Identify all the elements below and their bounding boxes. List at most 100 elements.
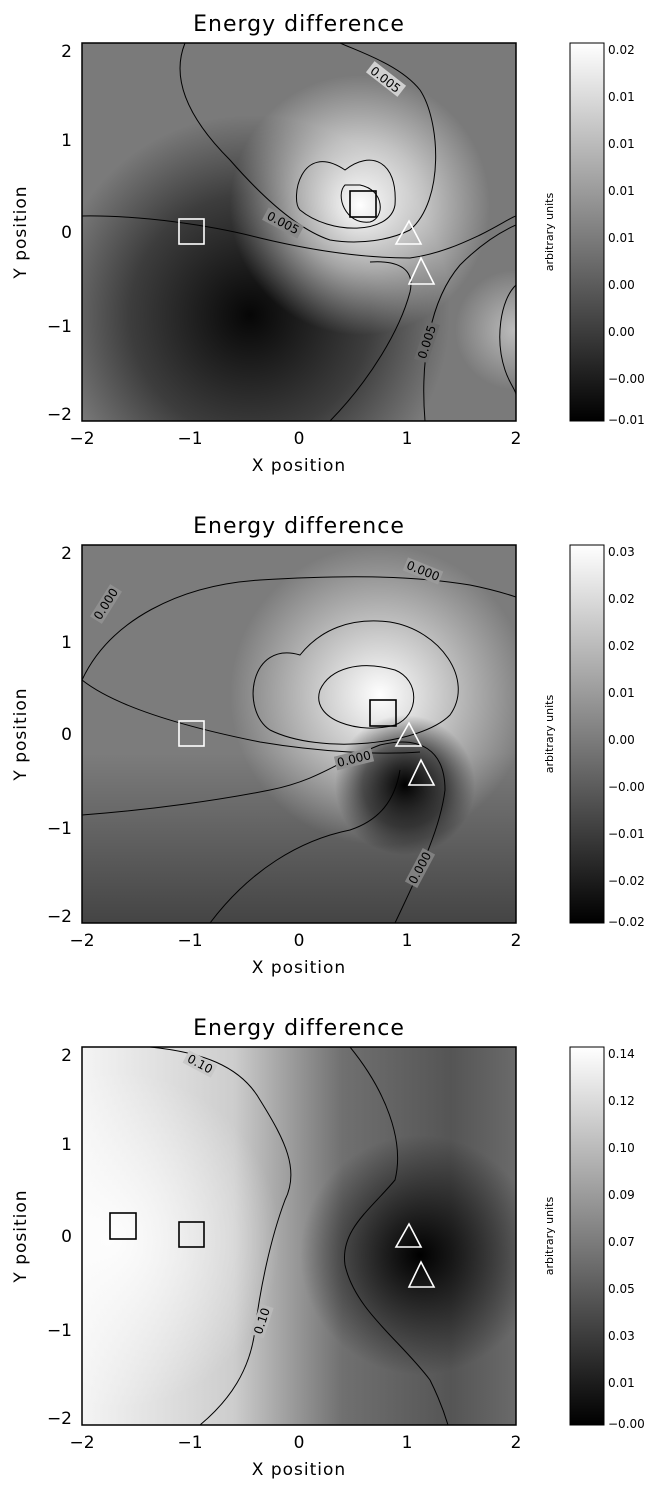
- y-tick-label: 2: [61, 42, 72, 62]
- colorbar-label: arbitrary units: [543, 1197, 556, 1276]
- x-axis: −2 −1 0 1 2 X position: [69, 931, 521, 978]
- triangle-marker: [394, 1222, 423, 1248]
- x-axis: −2 −1 0 1 2 X position: [69, 1433, 521, 1480]
- x-tick-label: 1: [402, 1433, 413, 1453]
- colorbar-tick-label: 0.01: [608, 1376, 635, 1390]
- y-tick-label: 2: [61, 1046, 72, 1066]
- colorbar-tick-label: 0.12: [608, 1094, 635, 1108]
- colorbar: 0.02 0.01 0.01 0.01 0.01 0.00 0.00 −0.00…: [543, 42, 645, 427]
- triangle-marker: [407, 256, 436, 285]
- colorbar-tick-label: 0.01: [608, 137, 635, 151]
- colorbar-tick-label: −0.01: [608, 827, 645, 841]
- heatmap-field: [82, 1047, 516, 1425]
- y-axis-label: Y position: [11, 687, 31, 781]
- x-tick-label: 1: [402, 931, 413, 951]
- colorbar-tick-label: −0.02: [608, 874, 645, 888]
- colorbar: 0.03 0.02 0.02 0.01 0.00 −0.00 −0.01 −0.…: [543, 544, 645, 929]
- triangle-marker: [407, 758, 436, 786]
- square-marker: [349, 190, 377, 218]
- y-tick-label: 1: [61, 131, 72, 151]
- markers: [109, 1212, 436, 1288]
- colorbar-tick-label: 0.00: [608, 733, 635, 747]
- heatmap-field: [82, 545, 516, 923]
- colorbar-tick-label: 0.03: [608, 545, 635, 559]
- square-marker: [369, 699, 397, 727]
- chart-title: Energy difference: [193, 1016, 405, 1041]
- x-axis-label: X position: [252, 456, 346, 476]
- x-axis-label: X position: [252, 1460, 346, 1480]
- colorbar-tick-label: 0.01: [608, 231, 635, 245]
- x-tick-label: −2: [69, 429, 94, 449]
- colorbar-tick-label: 0.01: [608, 90, 635, 104]
- plot-frame: [81, 544, 517, 924]
- colorbar-tick-label: 0.14: [608, 1047, 635, 1061]
- colorbar: 0.14 0.12 0.10 0.09 0.07 0.05 0.03 0.01 …: [543, 1046, 645, 1431]
- x-tick-label: −1: [177, 931, 202, 951]
- colorbar-tick-label: −0.02: [608, 915, 645, 929]
- colorbar-tick-label: 0.05: [608, 1282, 635, 1296]
- x-tick-label: 2: [511, 429, 522, 449]
- square-marker: [178, 720, 205, 747]
- x-tick-label: 0: [294, 429, 305, 449]
- colorbar-tick-label: 0.02: [608, 639, 635, 653]
- y-tick-label: −1: [47, 317, 72, 337]
- y-tick-label: −1: [47, 819, 72, 839]
- y-axis: −2 −1 0 1 2 Y position: [11, 42, 72, 425]
- colorbar-tick-label: 0.03: [608, 1329, 635, 1343]
- x-tick-label: −2: [69, 931, 94, 951]
- triangle-marker: [407, 1260, 436, 1288]
- chart-panel-1: Energy difference 0.005 0.005 0.005: [11, 12, 645, 476]
- colorbar-label: arbitrary units: [543, 193, 556, 272]
- y-tick-label: 0: [61, 725, 72, 745]
- colorbar-tick-label: 0.09: [608, 1188, 635, 1202]
- x-tick-label: 1: [402, 429, 413, 449]
- chart-panel-2: Energy difference 0.000 0.000 0.000 0.00…: [11, 514, 645, 978]
- y-tick-label: −1: [47, 1321, 72, 1341]
- y-axis: −2 −1 0 1 2 Y position: [11, 1046, 72, 1429]
- y-tick-label: 2: [61, 544, 72, 564]
- y-tick-label: −2: [47, 1409, 72, 1429]
- y-tick-label: 1: [61, 633, 72, 653]
- colorbar-tick-label: 0.01: [608, 686, 635, 700]
- y-axis-label: Y position: [11, 185, 31, 279]
- x-tick-label: 2: [511, 931, 522, 951]
- chart-title: Energy difference: [193, 514, 405, 539]
- y-tick-label: −2: [47, 907, 72, 927]
- chart-title: Energy difference: [193, 12, 405, 37]
- x-tick-label: −1: [177, 1433, 202, 1453]
- x-axis-label: X position: [252, 958, 346, 978]
- colorbar-tick-label: −0.00: [608, 1417, 645, 1431]
- x-tick-label: 0: [294, 1433, 305, 1453]
- plot-frame: [81, 1046, 517, 1426]
- colorbar-tick-label: 0.00: [608, 278, 635, 292]
- triangle-marker: [394, 721, 423, 747]
- y-tick-label: −2: [47, 405, 72, 425]
- y-axis: −2 −1 0 1 2 Y position: [11, 544, 72, 927]
- colorbar-tick-label: 0.02: [608, 43, 635, 57]
- x-tick-label: 0: [294, 931, 305, 951]
- colorbar-tick-label: 0.10: [608, 1141, 635, 1155]
- colorbar-tick-label: 0.07: [608, 1235, 635, 1249]
- x-tick-label: −1: [177, 429, 202, 449]
- colorbar-tick-label: 0.02: [608, 592, 635, 606]
- square-marker: [178, 218, 205, 245]
- markers: [178, 699, 436, 786]
- y-tick-label: 1: [61, 1135, 72, 1155]
- colorbar-tick-label: −0.01: [608, 413, 645, 427]
- y-tick-label: 0: [61, 1227, 72, 1247]
- x-tick-label: −2: [69, 1433, 94, 1453]
- x-axis: −2 −1 0 1 2 X position: [69, 429, 521, 476]
- triangle-marker: [394, 219, 423, 245]
- contour-lines: [82, 43, 516, 421]
- colorbar-tick-label: −0.00: [608, 372, 645, 386]
- square-marker: [109, 1212, 137, 1240]
- colorbar-tick-label: −0.00: [608, 780, 645, 794]
- contour-lines: [82, 576, 516, 923]
- chart-panel-3: Energy difference 0.10 0.10 −2 −1: [11, 1016, 645, 1480]
- x-tick-label: 2: [511, 1433, 522, 1453]
- colorbar-label: arbitrary units: [543, 695, 556, 774]
- contour-lines: [149, 1047, 449, 1425]
- colorbar-tick-label: 0.01: [608, 184, 635, 198]
- markers: [178, 190, 436, 285]
- y-tick-label: 0: [61, 223, 72, 243]
